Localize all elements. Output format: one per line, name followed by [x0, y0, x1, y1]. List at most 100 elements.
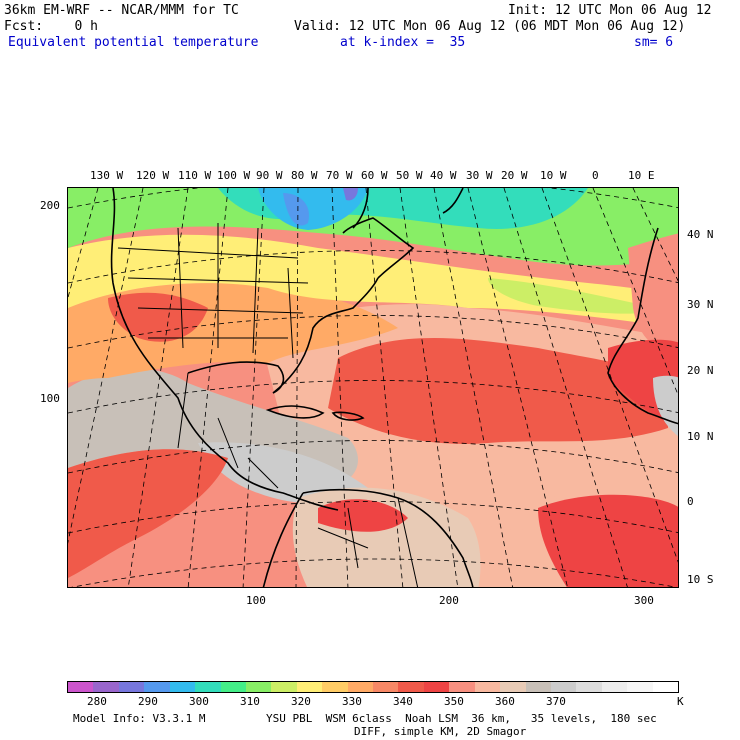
lat-label: 30 N: [687, 298, 714, 311]
colorbar-label: 370: [546, 695, 566, 708]
colorbar-swatch: [551, 682, 577, 692]
lon-label: 10 W: [540, 169, 567, 182]
lon-label: 80 W: [291, 169, 318, 182]
forecast-hour: Fcst: 0 h: [4, 19, 98, 34]
cuba: [265, 405, 325, 419]
init-time: Init: 12 UTC Mon 06 Aug 12: [508, 3, 712, 18]
lon-line: [592, 188, 678, 396]
lon-label: 130 W: [90, 169, 124, 182]
colorbar-swatch: [195, 682, 221, 692]
lat-line: [68, 380, 678, 414]
colorbar-swatch: [373, 682, 399, 692]
lat-label: 20 N: [687, 364, 714, 377]
grid-label-bottom: 200: [439, 594, 459, 607]
lat-line: [68, 501, 678, 534]
level-index: at k-index = 35: [340, 35, 466, 50]
lon-line: [503, 188, 628, 587]
graticule: [68, 188, 678, 587]
grid-label-bottom: 300: [634, 594, 654, 607]
colorbar-label: 320: [291, 695, 311, 708]
lat-label: 0: [687, 495, 694, 508]
colorbar-label: 350: [444, 695, 464, 708]
lon-line: [187, 188, 229, 587]
model-title: 36km EM-WRF -- NCAR/MMM for TC: [4, 3, 239, 18]
colorbar-swatch: [601, 682, 628, 692]
lon-line: [467, 188, 568, 587]
lat-label: 10 N: [687, 430, 714, 443]
lon-label: 100 W: [217, 169, 251, 182]
lon-label: 110 W: [178, 169, 212, 182]
lat-label: 40 N: [687, 228, 714, 241]
colorbar-swatch: [398, 682, 424, 692]
colorbar-swatch: [627, 682, 653, 692]
colorbar-swatch: [347, 682, 374, 692]
lon-line: [365, 188, 404, 587]
south-america-borders: [317, 497, 419, 587]
south-america-west-coast: [262, 492, 304, 587]
lat-label: 10 S: [687, 573, 714, 586]
diffusion-info: DIFF, simple KM, 2D Smagor: [354, 725, 527, 738]
field-red-pacific: [68, 449, 228, 578]
colorbar-swatch: [474, 682, 501, 692]
lon-label: 20 W: [501, 169, 528, 182]
field-red-venezuela: [318, 499, 408, 532]
canada-maritimes: [342, 217, 415, 279]
field-name: Equivalent potential temperature: [8, 35, 259, 50]
colorbar-label: 330: [342, 695, 362, 708]
colorbar-swatch: [296, 682, 323, 692]
lon-label: 10 E: [628, 169, 655, 182]
lon-label: 50 W: [396, 169, 423, 182]
colorbar-swatch: [449, 682, 475, 692]
gulf-east-coast: [187, 277, 379, 394]
colorbar: [67, 681, 679, 693]
lon-label: 0: [592, 169, 599, 182]
colorbar-swatch: [68, 682, 94, 692]
lon-line: [242, 188, 265, 587]
colorbar-swatch: [525, 682, 552, 692]
lon-line: [399, 188, 459, 587]
colorbar-swatch: [576, 682, 602, 692]
labrador: [352, 188, 369, 229]
lat-line: [68, 250, 678, 284]
colorbar-swatch: [652, 682, 679, 692]
lat-line: [71, 558, 677, 587]
field-yellow-band: [68, 234, 678, 328]
field-lime-patch: [488, 278, 658, 314]
colorbar-label: 280: [87, 695, 107, 708]
field-salmon-europe: [628, 233, 678, 358]
colorbar-swatch: [169, 682, 196, 692]
lon-line: [331, 188, 349, 587]
lat-line: [68, 440, 678, 474]
west-africa-europe-coast: [607, 227, 678, 425]
lon-label: 120 W: [136, 169, 170, 182]
colorbar-swatch: [93, 682, 119, 692]
mexico-central-america-borders: [177, 372, 279, 489]
theta-e-field: [68, 188, 678, 587]
colorbar-label: 360: [495, 695, 515, 708]
colorbar-label: 300: [189, 695, 209, 708]
colorbar-swatch: [144, 682, 170, 692]
lon-label: 70 W: [326, 169, 353, 182]
colorbar-swatch: [322, 682, 348, 692]
colorbar-swatch: [118, 682, 145, 692]
coastlines: [110, 188, 678, 587]
us-grid-borders: [117, 223, 309, 359]
colorbar-swatch: [220, 682, 246, 692]
field-purple-core: [343, 188, 358, 201]
lon-label: 60 W: [361, 169, 388, 182]
colorbar-swatch: [500, 682, 526, 692]
model-info: Model Info: V3.3.1 M: [73, 712, 206, 725]
lon-label: 30 W: [466, 169, 493, 182]
field-blue-core: [283, 193, 309, 226]
colorbar-swatch: [271, 682, 297, 692]
colorbar-label: 340: [393, 695, 413, 708]
colorbar-swatch: [423, 682, 450, 692]
field-red-atlantic: [328, 338, 668, 444]
lon-line: [632, 188, 678, 282]
field-grey-caribbean: [198, 442, 368, 504]
grid-label-bottom: 100: [246, 594, 266, 607]
state-borders: [117, 223, 419, 587]
lon-label: 90 W: [256, 169, 283, 182]
lon-label: 40 W: [430, 169, 457, 182]
grid-label-left: 100: [40, 392, 60, 405]
